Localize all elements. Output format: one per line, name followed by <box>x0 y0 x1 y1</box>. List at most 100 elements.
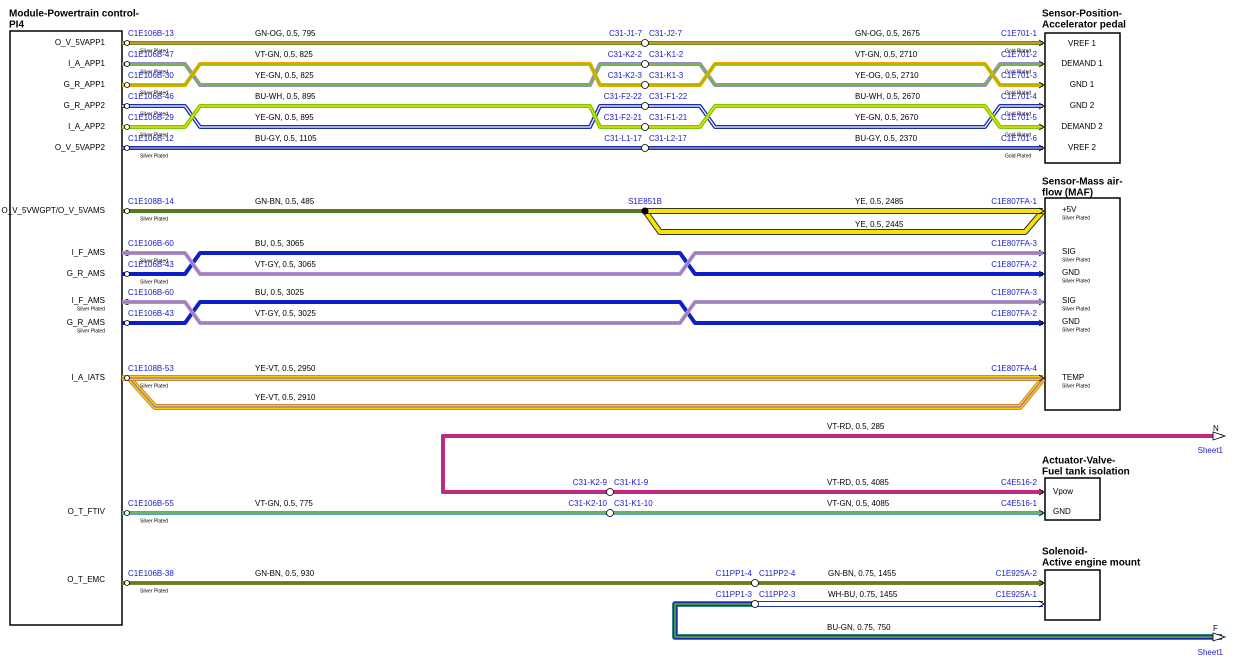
wire-spec: VT-GN, 0.5, 2710 <box>855 50 918 59</box>
wire-spec: BU-GY, 0.5, 2370 <box>855 134 918 143</box>
terminal <box>124 510 130 516</box>
pin-label: G_R_APP2 <box>64 101 106 110</box>
splice-label: C11PP1-4 <box>716 569 753 578</box>
pin-note: Silver Plated <box>77 306 105 312</box>
wire-spec: VT-RD, 0.5, 4085 <box>827 478 889 487</box>
module-box <box>1044 32 1121 164</box>
splice-label: C31-K1-9 <box>614 478 649 487</box>
wire-spec: YE-VT, 0.5, 2910 <box>255 393 316 402</box>
plating-note: Silver Plated <box>140 383 168 389</box>
wire-spec: GN-BN, 0.75, 1455 <box>828 569 897 578</box>
wire-stripe <box>122 301 1043 324</box>
plating-note: Silver Plated <box>140 588 168 594</box>
connector-label: C1E807FA-2 <box>991 260 1037 269</box>
wire-spec: YE-VT, 0.5, 2950 <box>255 364 316 373</box>
plating-note: Gold Plated <box>1005 90 1031 96</box>
plating-note: Silver Plated <box>140 69 168 75</box>
terminal-arrow <box>1038 39 1045 47</box>
connector-label: C1E701-5 <box>1001 113 1038 122</box>
connector-label: C1E807FA-4 <box>991 364 1037 373</box>
module-title: PI4 <box>9 20 24 31</box>
connector-label: C1E106B-13 <box>128 29 174 38</box>
connector-label: C1E106B-29 <box>128 113 174 122</box>
wire-spec: GN-OG, 0.5, 795 <box>255 29 316 38</box>
wire-spec: YE-GN, 0.5, 2670 <box>855 113 919 122</box>
pin-label: O_V_5VWGPT/O_V_5VAMS <box>2 206 105 215</box>
terminal-arrow <box>1038 488 1045 496</box>
splice-label: C31-J1-7 <box>609 29 642 38</box>
pin-note: Silver Plated <box>77 328 105 334</box>
connector-label: C1E807FA-1 <box>991 197 1037 206</box>
module-box <box>1044 197 1121 411</box>
wire-spec: BU, 0.5, 3065 <box>255 239 304 248</box>
pin-label: GND <box>1053 507 1071 516</box>
connector-label: C1E701-4 <box>1001 92 1038 101</box>
splice <box>641 102 649 110</box>
pin-label: G_R_AMS <box>67 318 105 327</box>
splice-label: C31-F1-22 <box>649 92 688 101</box>
plating-note: Silver Plated <box>140 279 168 285</box>
pin-label: I_F_AMS <box>72 248 105 257</box>
wire-spec: VT-GN, 0.5, 4085 <box>827 499 890 508</box>
wire-spec: BU-WH, 0.5, 2670 <box>855 92 920 101</box>
terminal <box>124 580 130 586</box>
wire-spec: YE, 0.5, 2445 <box>855 220 904 229</box>
terminal-arrow <box>1038 60 1045 68</box>
wire-stripe <box>674 603 1222 638</box>
pin-label: +5V <box>1062 205 1077 214</box>
pin-label: DEMAND 2 <box>1061 122 1103 131</box>
pin-label: I_A_APP1 <box>68 59 105 68</box>
terminal <box>124 145 130 151</box>
wire-stripe <box>122 105 1043 128</box>
splice-label: C31-K2-3 <box>608 71 643 80</box>
pin-label: Vpow <box>1053 487 1073 496</box>
wire <box>122 251 1043 276</box>
connector-label: C1E106B-46 <box>128 92 174 101</box>
pin-note: Silver Plated <box>1062 215 1090 221</box>
pin-label: O_T_EMC <box>67 575 105 584</box>
splice-label: C31-K1-3 <box>649 71 684 80</box>
splice <box>641 144 649 152</box>
terminal-arrow <box>1038 579 1045 587</box>
module-title: Active engine mount <box>1042 558 1141 569</box>
connector-label: C4E516-1 <box>1001 499 1038 508</box>
wire-spec: BU, 0.5, 3025 <box>255 288 304 297</box>
connector-label: C1E925A-2 <box>996 569 1038 578</box>
terminal-arrow <box>1038 207 1045 215</box>
plating-note: Gold Plated <box>1005 69 1031 75</box>
splice <box>641 81 649 89</box>
plating-note: Gold Plated <box>1005 132 1031 138</box>
splice-label: C31-K1-10 <box>614 499 653 508</box>
pin-note: Silver Plated <box>1062 306 1090 312</box>
module-box <box>1044 477 1101 521</box>
pin-label: O_V_5VAPP2 <box>55 143 106 152</box>
pin-label: SIG <box>1062 296 1076 305</box>
wire-spec: BU-GY, 0.5, 1105 <box>255 134 317 143</box>
pin-label: GND 1 <box>1070 80 1095 89</box>
connector-label: C1E106B-60 <box>128 288 174 297</box>
wire <box>643 209 1045 234</box>
module-title: Sensor-Mass air- <box>1042 177 1123 188</box>
plating-note: Silver Plated <box>140 111 168 117</box>
connector-label: C1E106B-30 <box>128 71 174 80</box>
connector-label: C1E701-3 <box>1001 71 1038 80</box>
wire-outline <box>642 209 1046 235</box>
wire-spec: GN-BN, 0.5, 485 <box>255 197 315 206</box>
splice-label: C31-F2-22 <box>604 92 643 101</box>
splice-label: C11PP1-3 <box>716 590 753 599</box>
splice-label: C31-L1-17 <box>604 134 642 143</box>
terminal <box>124 320 130 326</box>
pin-label: DEMAND 1 <box>1061 59 1103 68</box>
offsheet-sheet: Sheet1 <box>1198 446 1224 455</box>
offsheet-label: F <box>1213 624 1218 633</box>
splice <box>641 123 649 131</box>
connector-label: C1E701-6 <box>1001 134 1038 143</box>
wire-spec: YE-GN, 0.5, 895 <box>255 113 314 122</box>
splice-label: C31-F2-21 <box>604 113 643 122</box>
wire-outline <box>672 601 1222 640</box>
offsheet-arrow <box>1212 632 1227 642</box>
connector-label: C1E108B-53 <box>128 364 174 373</box>
connector-label: C1E106B-55 <box>128 499 174 508</box>
connector-label: C1E106B-43 <box>128 260 174 269</box>
